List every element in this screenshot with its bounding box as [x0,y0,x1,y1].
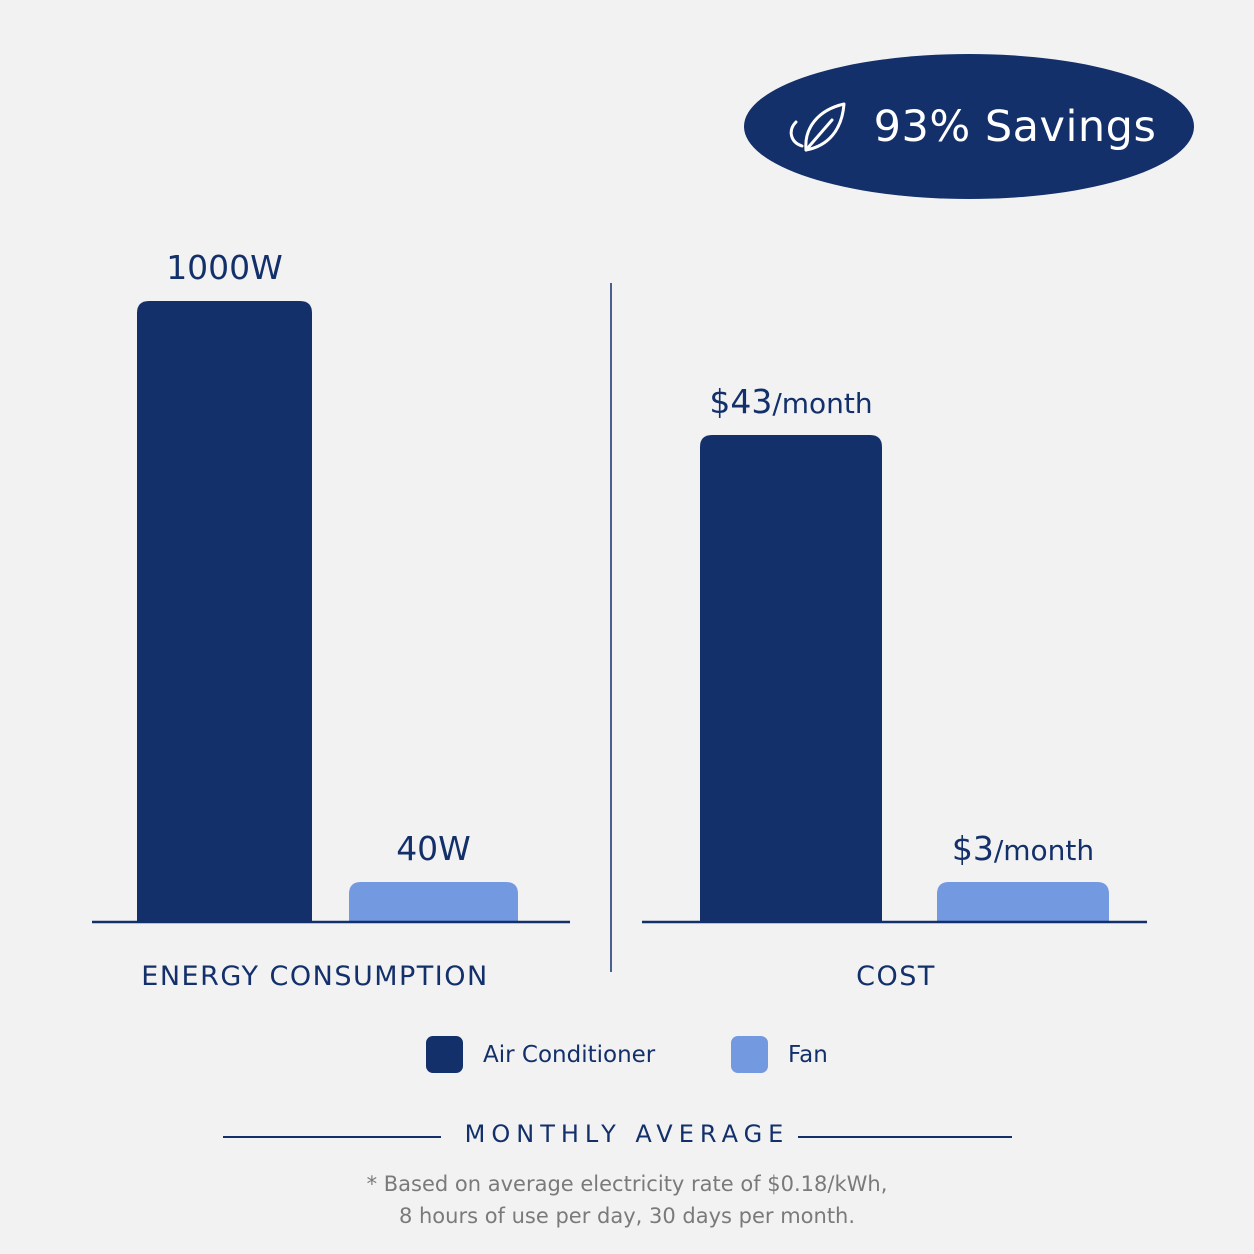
bar-energy-air-conditioner [137,301,312,922]
caption-heading: MONTHLY AVERAGE [464,1120,790,1148]
caption-rule-left [223,1136,441,1138]
caption-rule-right [798,1136,1012,1138]
energy-axis-title: ENERGY CONSUMPTION [141,961,489,992]
bar-label-cost-fan: $3/month [952,832,1094,865]
bar-cost-air-conditioner [700,434,882,922]
bar-label-value: $43 [709,381,773,421]
legend-item-fan: Fan [731,1036,828,1073]
bar-label-unit: /month [993,834,1095,867]
legend-item-air-conditioner: Air Conditioner [426,1036,655,1073]
bar-label-value: 40W [396,829,471,868]
bar-label-unit: /month [772,386,873,420]
bar-label-energy-fan: 40W [396,832,471,865]
legend: Air Conditioner Fan [0,1036,1254,1076]
footnote-line-2: 8 hours of use per day, 30 days per mont… [398,1204,856,1228]
legend-swatch-fan [731,1036,768,1073]
legend-label-fan: Fan [788,1041,828,1068]
bar-label-energy-air-conditioner: 1000W [166,251,283,284]
bar-label-value: $3 [951,829,994,868]
savings-badge-text: 93% Savings [873,101,1157,152]
bar-label-value: 1000W [166,248,283,287]
bar-label-cost-air-conditioner: $43/month [709,385,872,418]
leaf-icon [789,102,846,151]
bar-energy-fan [349,882,518,922]
savings-badge: 93% Savings [744,54,1194,199]
legend-label-air-conditioner: Air Conditioner [483,1041,656,1068]
cost-axis-title: COST [856,961,936,992]
footnote-line-1: * Based on average electricity rate of $… [366,1172,888,1196]
legend-swatch-air-conditioner [426,1036,463,1073]
bar-cost-fan [937,882,1109,922]
